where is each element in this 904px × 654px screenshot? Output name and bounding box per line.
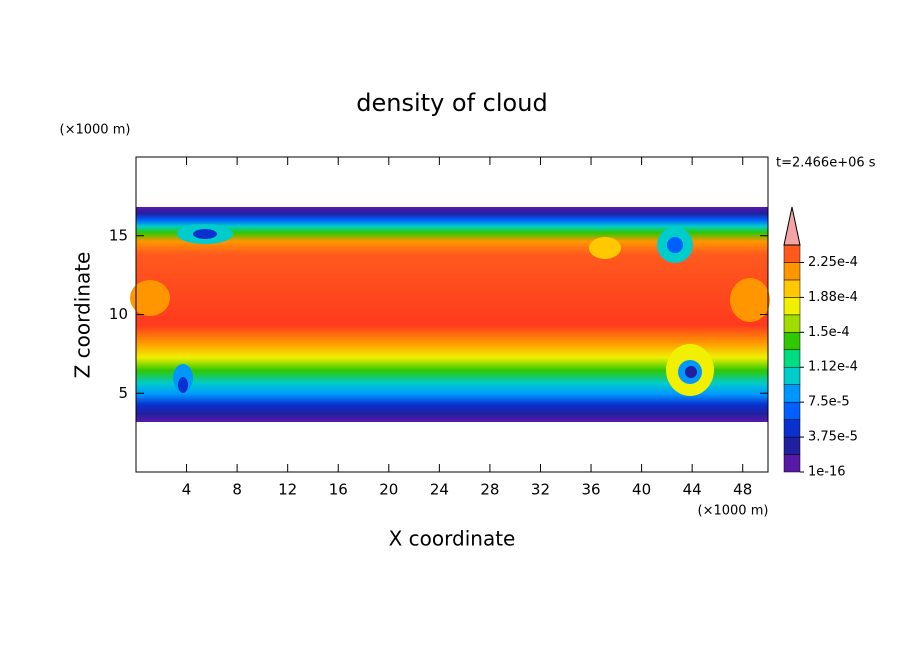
y-tick-label: 15 [109, 226, 128, 244]
colorbar-label: 7.5e-5 [808, 395, 850, 410]
x-tick-label: 32 [531, 481, 550, 499]
colorbar-label: 1.12e-4 [808, 360, 858, 375]
x-tick-label: 16 [329, 481, 348, 499]
x-tick-label: 36 [581, 481, 600, 499]
colorbar-band [783, 262, 801, 281]
y-tick-label: 5 [118, 384, 128, 402]
x-tick-label: 12 [278, 481, 297, 499]
x-tick-label: 48 [733, 481, 752, 499]
colorbar-band [783, 279, 801, 298]
colorbar-label: 1.5e-4 [808, 325, 850, 340]
x-tick-label: 28 [480, 481, 499, 499]
colorbar-band [783, 401, 801, 420]
x-unit: (×1000 m) [698, 504, 769, 519]
x-tick-label: 40 [632, 481, 651, 499]
colorbar-over [783, 206, 801, 246]
colorbar-band [783, 436, 801, 455]
colorbar-label: 3.75e-5 [808, 430, 858, 445]
y-axis-title: Z coordinate [71, 252, 95, 379]
colorbar-label: 1e-16 [808, 465, 846, 480]
x-tick-label: 44 [683, 481, 702, 499]
y-unit: (×1000 m) [60, 123, 131, 138]
colorbar-band [783, 297, 801, 316]
colorbar-band [783, 366, 801, 385]
colorbar-band [783, 314, 801, 333]
colorbar-band [783, 384, 801, 403]
colorbar-band [783, 244, 801, 263]
x-tick-label: 20 [379, 481, 398, 499]
x-axis-title: X coordinate [389, 527, 516, 551]
chart-title: density of cloud [356, 89, 547, 117]
colorbar-band [783, 454, 801, 473]
colorbar-band [783, 419, 801, 438]
colorbar-band [783, 332, 801, 351]
y-tick-label: 10 [109, 305, 128, 323]
colorbar-band [783, 349, 801, 368]
colorbar-label: 2.25e-4 [808, 255, 858, 270]
x-tick-label: 4 [182, 481, 192, 499]
contour-field [130, 207, 770, 422]
colorbar-label: 1.88e-4 [808, 290, 858, 305]
x-tick-label: 24 [430, 481, 449, 499]
time-label: t=2.466e+06 s [776, 156, 876, 171]
x-tick-label: 8 [232, 481, 242, 499]
